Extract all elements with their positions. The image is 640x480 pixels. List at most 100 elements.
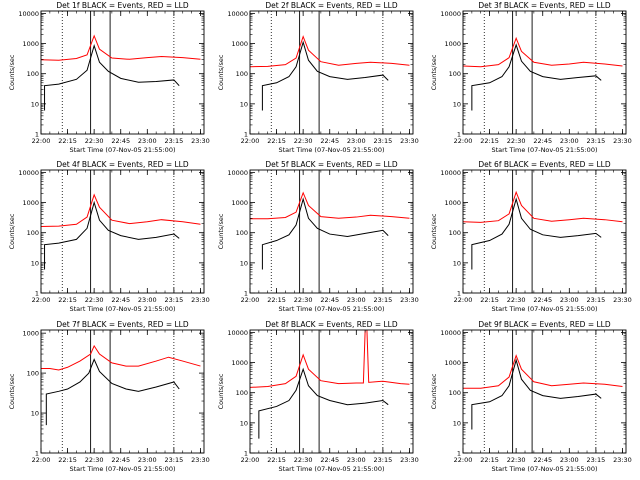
plot-title: Det 1f BLACK = Events, RED = LLD — [56, 1, 189, 10]
plot-title: Det 6f BLACK = Events, RED = LLD — [478, 160, 611, 169]
x-tick-label: 22:45 — [111, 456, 130, 464]
x-tick-label: 22:45 — [320, 296, 339, 304]
x-tick-label: 23:00 — [560, 296, 579, 304]
plot-frame — [249, 169, 414, 294]
x-tick-label: 23:00 — [347, 456, 366, 464]
plot-panel-1: Det 1f BLACK = Events, RED = LLD 1 10 100 10… — [8, 1, 210, 154]
y-tick-label: 1000 — [444, 359, 461, 367]
x-tick-label: 23:15 — [165, 456, 184, 464]
plot-title: Det 7f BLACK = Events, RED = LLD — [56, 320, 189, 329]
x-tick-label: 22:30 — [294, 456, 313, 464]
plot-title: Det 8f BLACK = Events, RED = LLD — [265, 320, 398, 329]
y-tick-label: 10000 — [227, 329, 248, 337]
x-tick-label: 22:15 — [58, 137, 77, 145]
plot-title: Det 3f BLACK = Events, RED = LLD — [478, 1, 611, 10]
y-tick-label: 1000 — [444, 40, 461, 48]
series-group — [463, 36, 623, 111]
y-tick-label: 10000 — [227, 169, 248, 177]
plot-panel-4: Det 4f BLACK = Events, RED = LLD 1 10 100 10… — [8, 160, 210, 313]
y-tick-label: 10 — [31, 410, 39, 418]
x-tick-label: 23:00 — [560, 456, 579, 464]
plot-frame — [462, 329, 627, 454]
plot-panel-9: Det 9f BLACK = Events, RED = LLD 1 10 100 10… — [430, 320, 632, 473]
x-tick-label: 22:15 — [267, 296, 286, 304]
x-tick-label: 22:45 — [533, 296, 552, 304]
y-tick-label: 10 — [31, 100, 39, 108]
x-tick-label: 22:00 — [32, 296, 51, 304]
x-tick-label: 22:30 — [294, 137, 313, 145]
x-tick-label: 22:00 — [32, 456, 51, 464]
lld-series-line — [41, 344, 201, 371]
y-tick-label: 1000 — [22, 330, 39, 338]
x-tick-label: 23:30 — [613, 456, 632, 464]
x-axis-label: Start Time (07-Nov-05 21:55:00) — [70, 465, 176, 473]
y-tick-label: 100 — [236, 229, 248, 237]
events-series-line — [44, 43, 180, 111]
events-series-line — [261, 197, 389, 270]
x-axis-label: Start Time (07-Nov-05 21:55:00) — [70, 305, 176, 313]
y-tick-label: 1000 — [231, 40, 248, 48]
plot-panel-8: Det 8f BLACK = Events, RED = LLD 1 10 100 10… — [217, 320, 419, 473]
x-tick-label: 22:30 — [85, 296, 104, 304]
plot-frame — [462, 169, 627, 294]
x-tick-label: 23:00 — [138, 296, 157, 304]
y-axis-label: Counts/sec — [217, 213, 225, 249]
x-axis-label: Start Time (07-Nov-05 21:55:00) — [492, 305, 598, 313]
y-tick-label: 100 — [27, 370, 39, 378]
x-tick-label: 23:00 — [347, 296, 366, 304]
plot-frame — [249, 10, 414, 135]
x-tick-label: 22:00 — [241, 296, 260, 304]
series-group — [463, 190, 623, 270]
y-tick-label: 10 — [453, 259, 461, 267]
x-tick-label: 23:00 — [138, 456, 157, 464]
x-tick-label: 22:00 — [454, 456, 473, 464]
plot-panel-2: Det 2f BLACK = Events, RED = LLD 1 10 100 10… — [217, 1, 419, 154]
y-axis-label: Counts/sec — [217, 373, 225, 409]
x-tick-label: 22:00 — [241, 137, 260, 145]
x-tick-label: 23:30 — [613, 296, 632, 304]
x-tick-label: 22:30 — [507, 296, 526, 304]
y-tick-label: 1 — [244, 290, 248, 298]
y-tick-label: 10 — [453, 419, 461, 427]
x-tick-label: 23:15 — [165, 296, 184, 304]
events-series-line — [471, 197, 602, 270]
lld-series-line — [41, 193, 201, 228]
events-series-line — [471, 358, 602, 430]
plot-frame — [249, 329, 414, 454]
plot-panel-3: Det 3f BLACK = Events, RED = LLD 1 10 100 10… — [430, 1, 632, 154]
plot-title: Det 9f BLACK = Events, RED = LLD — [478, 320, 611, 329]
y-axis-label: Counts/sec — [8, 373, 16, 409]
events-series-line — [45, 358, 180, 426]
y-tick-label: 100 — [27, 229, 39, 237]
x-tick-label: 23:15 — [587, 137, 606, 145]
lld-series-line — [463, 36, 623, 68]
plot-frame — [40, 169, 205, 294]
y-tick-label: 100 — [236, 389, 248, 397]
x-tick-label: 23:30 — [191, 296, 210, 304]
y-tick-label: 10 — [31, 259, 39, 267]
y-axis-label: Counts/sec — [217, 54, 225, 90]
y-tick-label: 10000 — [440, 169, 461, 177]
x-tick-label: 22:15 — [480, 456, 499, 464]
y-axis-label: Counts/sec — [430, 54, 438, 90]
x-tick-label: 22:30 — [294, 296, 313, 304]
series-group — [250, 330, 410, 439]
x-tick-label: 22:00 — [241, 456, 260, 464]
y-tick-label: 1000 — [444, 199, 461, 207]
lld-series-line — [41, 34, 201, 61]
series-group — [250, 35, 410, 111]
x-tick-label: 22:00 — [454, 296, 473, 304]
plot-title: Det 2f BLACK = Events, RED = LLD — [265, 1, 398, 10]
x-tick-label: 22:45 — [320, 137, 339, 145]
x-tick-label: 23:15 — [587, 296, 606, 304]
lld-series-line — [463, 354, 623, 389]
x-tick-label: 23:30 — [613, 137, 632, 145]
x-tick-label: 23:00 — [138, 137, 157, 145]
y-tick-label: 10 — [453, 100, 461, 108]
x-tick-label: 22:00 — [454, 137, 473, 145]
series-group — [41, 193, 201, 270]
y-tick-label: 10000 — [18, 10, 39, 18]
y-tick-label: 10000 — [440, 10, 461, 18]
plot-frame — [40, 329, 205, 454]
y-tick-label: 1 — [35, 450, 39, 458]
